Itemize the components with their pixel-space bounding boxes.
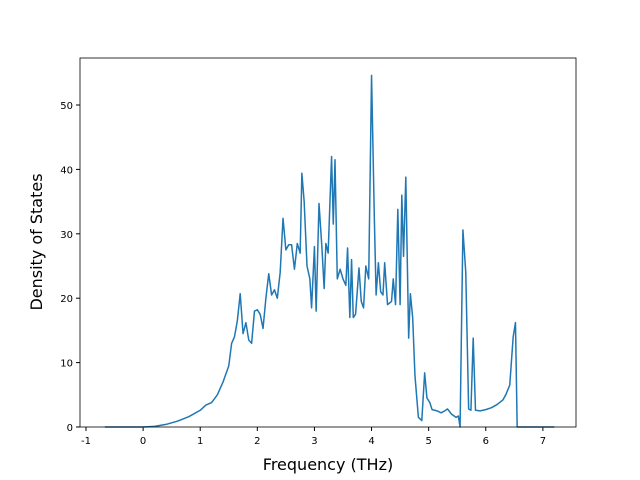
x-tick-label: 3	[311, 436, 317, 447]
x-tick-label: 2	[254, 436, 260, 447]
x-tick-label: -1	[81, 436, 91, 447]
y-tick-label: 40	[60, 165, 73, 176]
x-tick-label: 5	[425, 436, 431, 447]
y-axis-label: Density of States	[27, 173, 46, 310]
x-tick-label: 0	[140, 436, 146, 447]
x-tick-label: 6	[483, 436, 489, 447]
y-tick-label: 50	[60, 101, 73, 112]
plot-frame	[79, 57, 577, 428]
x-tick-label: 4	[368, 436, 374, 447]
x-tick-label: 7	[540, 436, 546, 447]
y-tick-label: 20	[60, 294, 73, 305]
y-tick-label: 30	[60, 230, 73, 241]
x-tick-label: 1	[197, 436, 203, 447]
y-tick-label: 10	[60, 359, 73, 370]
data-line	[104, 74, 555, 428]
y-tick-label: 0	[67, 423, 73, 434]
x-axis-label: Frequency (THz)	[263, 455, 393, 474]
